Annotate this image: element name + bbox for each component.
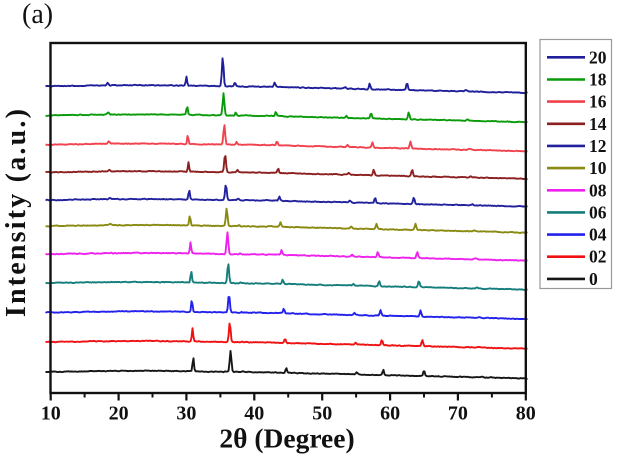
svg-text:0: 0: [589, 269, 598, 289]
svg-text:(a): (a): [22, 0, 53, 30]
svg-text:20: 20: [109, 403, 129, 425]
svg-text:40: 40: [244, 403, 264, 425]
svg-text:10: 10: [589, 158, 607, 178]
svg-text:06: 06: [589, 202, 607, 222]
svg-text:16: 16: [589, 92, 607, 112]
svg-text:04: 04: [589, 225, 607, 245]
svg-text:12: 12: [589, 136, 607, 156]
svg-text:60: 60: [380, 403, 400, 425]
svg-text:10: 10: [41, 403, 61, 425]
svg-text:08: 08: [589, 180, 607, 200]
svg-text:50: 50: [312, 403, 332, 425]
svg-text:30: 30: [176, 403, 196, 425]
svg-text:70: 70: [448, 403, 468, 425]
svg-text:2θ (Degree): 2θ (Degree): [219, 423, 354, 454]
svg-text:Intensity (a.u.): Intensity (a.u.): [1, 107, 32, 317]
svg-text:80: 80: [516, 403, 536, 425]
svg-text:20: 20: [589, 47, 607, 67]
svg-text:02: 02: [589, 247, 607, 267]
svg-text:14: 14: [589, 114, 607, 134]
svg-text:18: 18: [589, 70, 607, 90]
